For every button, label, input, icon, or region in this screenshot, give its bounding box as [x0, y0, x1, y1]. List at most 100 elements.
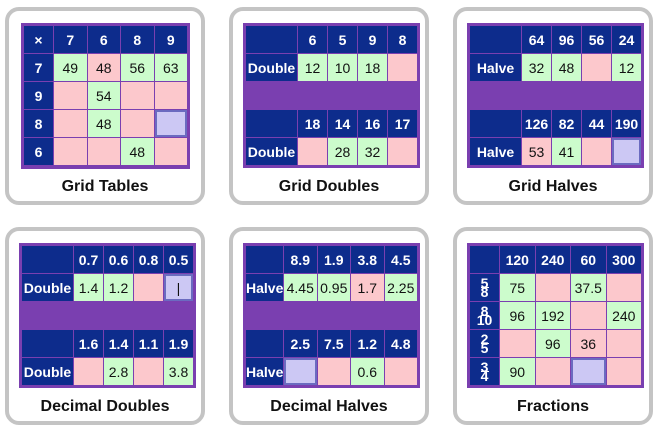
fraction-denominator: 8 — [480, 284, 489, 300]
answer-cell[interactable]: 12 — [297, 53, 328, 82]
answer-cell[interactable] — [153, 81, 188, 110]
answer-cell[interactable] — [534, 273, 571, 302]
column-header: 7 — [53, 25, 88, 54]
answer-cell-selected[interactable]: | — [163, 273, 194, 302]
answer-cell[interactable]: 48 — [120, 137, 155, 166]
card-caption: Fractions — [516, 398, 589, 415]
table-row: 5 8 75 37.5 — [469, 273, 642, 302]
answer-cell[interactable] — [581, 53, 612, 82]
answer-cell[interactable]: 41 — [551, 137, 582, 166]
answer-cell[interactable] — [120, 81, 155, 110]
answer-cell[interactable] — [383, 357, 418, 386]
answer-cell[interactable] — [86, 137, 121, 166]
answer-cell[interactable]: 32 — [357, 137, 388, 166]
answer-cell[interactable]: 56 — [120, 53, 155, 82]
answer-cell[interactable] — [605, 273, 642, 302]
answer-cell[interactable] — [316, 357, 351, 386]
column-header: 8.9 — [283, 245, 318, 274]
answer-cell[interactable]: 192 — [534, 301, 571, 330]
column-header: 5 — [327, 25, 358, 54]
answer-cell[interactable] — [605, 329, 642, 358]
answer-cell[interactable]: 90 — [499, 357, 536, 386]
answer-cell[interactable]: 1.7 — [350, 273, 385, 302]
answer-cell[interactable]: 36 — [570, 329, 607, 358]
answer-cell[interactable] — [53, 109, 88, 138]
answer-cell[interactable]: 48 — [86, 53, 121, 82]
table-row: Halve 53 41 — [469, 137, 642, 166]
row-label: Halve — [469, 137, 522, 166]
fraction-numerator: 2 — [480, 331, 489, 347]
header-corner — [21, 245, 74, 274]
card-fractions[interactable]: 120 240 60 300 5 8 75 37.5 8 10 96 192 240 2 5 96 36 3 4 90… — [453, 227, 653, 425]
answer-cell[interactable] — [133, 273, 164, 302]
answer-cell-selected[interactable] — [611, 137, 642, 166]
answer-cell-selected[interactable] — [283, 357, 318, 386]
row-label: Double — [245, 53, 298, 82]
column-header: 6 — [86, 25, 121, 54]
answer-cell[interactable]: 4.45 — [283, 273, 318, 302]
column-header: 6 — [297, 25, 328, 54]
answer-cell[interactable]: 48 — [551, 53, 582, 82]
card-decimal-halves[interactable]: 8.9 1.9 3.8 4.5 Halve 4.45 0.95 1.7 2.25 2.5 7.5 1.… — [229, 227, 429, 425]
answer-cell[interactable]: 96 — [499, 301, 536, 330]
answer-cell[interactable]: 12 — [611, 53, 642, 82]
answer-cell[interactable]: 0.95 — [316, 273, 351, 302]
answer-cell[interactable]: 75 — [499, 273, 536, 302]
answer-cell[interactable] — [73, 357, 104, 386]
answer-cell[interactable]: 32 — [521, 53, 552, 82]
answer-cell[interactable] — [570, 301, 607, 330]
answer-cell[interactable]: 2.25 — [383, 273, 418, 302]
header-corner — [469, 245, 500, 274]
row-header: 9 — [23, 81, 54, 110]
column-header: 3.8 — [350, 245, 385, 274]
column-header: 1.9 — [163, 329, 194, 358]
answer-cell[interactable] — [153, 137, 188, 166]
header-corner — [469, 25, 522, 54]
answer-cell[interactable]: 28 — [327, 137, 358, 166]
column-header: 44 — [581, 109, 612, 138]
column-header: 60 — [570, 245, 607, 274]
answer-cell[interactable]: 1.2 — [103, 273, 134, 302]
answer-cell-selected[interactable] — [153, 109, 188, 138]
answer-cell[interactable]: 54 — [86, 81, 121, 110]
answer-cell[interactable] — [387, 137, 418, 166]
table-row: 8 48 — [23, 109, 188, 138]
answer-cell[interactable] — [53, 81, 88, 110]
column-header: 120 — [499, 245, 536, 274]
answer-cell[interactable]: 18 — [357, 53, 388, 82]
card-decimal-doubles[interactable]: 0.7 0.6 0.8 0.5 Double 1.4 1.2 | 1.6 1.4 1.1 1.9 Dou… — [5, 227, 205, 425]
answer-cell[interactable] — [133, 357, 164, 386]
answer-cell[interactable]: 10 — [327, 53, 358, 82]
answer-cell[interactable]: 53 — [521, 137, 552, 166]
answer-cell[interactable] — [605, 357, 642, 386]
answer-cell[interactable] — [53, 137, 88, 166]
answer-cell[interactable]: 63 — [153, 53, 188, 82]
answer-cell[interactable] — [120, 109, 155, 138]
decimal-doubles-preview: 0.7 0.6 0.8 0.5 Double 1.4 1.2 | 1.6 1.4 1.1 1.9 Dou… — [19, 243, 196, 388]
answer-cell[interactable]: 3.8 — [163, 357, 194, 386]
answer-cell[interactable]: 37.5 — [570, 273, 607, 302]
answer-cell[interactable]: 0.6 — [350, 357, 385, 386]
card-grid-halves[interactable]: 64 96 56 24 Halve 32 48 12 126 82 44 190 Halve 53 41 G… — [453, 7, 653, 205]
answer-cell[interactable]: 49 — [53, 53, 88, 82]
answer-cell[interactable] — [387, 53, 418, 82]
answer-cell[interactable] — [534, 357, 571, 386]
table-row: 2 5 96 36 — [469, 329, 642, 358]
answer-cell[interactable] — [297, 137, 328, 166]
answer-cell[interactable] — [581, 137, 612, 166]
card-grid-tables[interactable]: × 7 6 8 9 7 49 48 56 63 9 54 8 48 6 48 Grid Tables — [5, 7, 205, 205]
answer-cell[interactable]: 96 — [534, 329, 571, 358]
answer-cell[interactable]: 240 — [605, 301, 642, 330]
answer-cell-selected[interactable] — [570, 357, 607, 386]
table-row: 3 4 90 — [469, 357, 642, 386]
answer-cell[interactable]: 48 — [86, 109, 121, 138]
answer-cell[interactable]: 2.8 — [103, 357, 134, 386]
answer-cell[interactable] — [499, 329, 536, 358]
answer-cell[interactable]: 1.4 — [73, 273, 104, 302]
card-grid-doubles[interactable]: 6 5 9 8 Double 12 10 18 18 14 16 17 Double 28 32 Grid … — [229, 7, 429, 205]
header-corner — [21, 329, 74, 358]
table-row: 7 49 48 56 63 — [23, 53, 188, 82]
grid-doubles-preview: 6 5 9 8 Double 12 10 18 18 14 16 17 Double 28 32 — [243, 23, 420, 168]
